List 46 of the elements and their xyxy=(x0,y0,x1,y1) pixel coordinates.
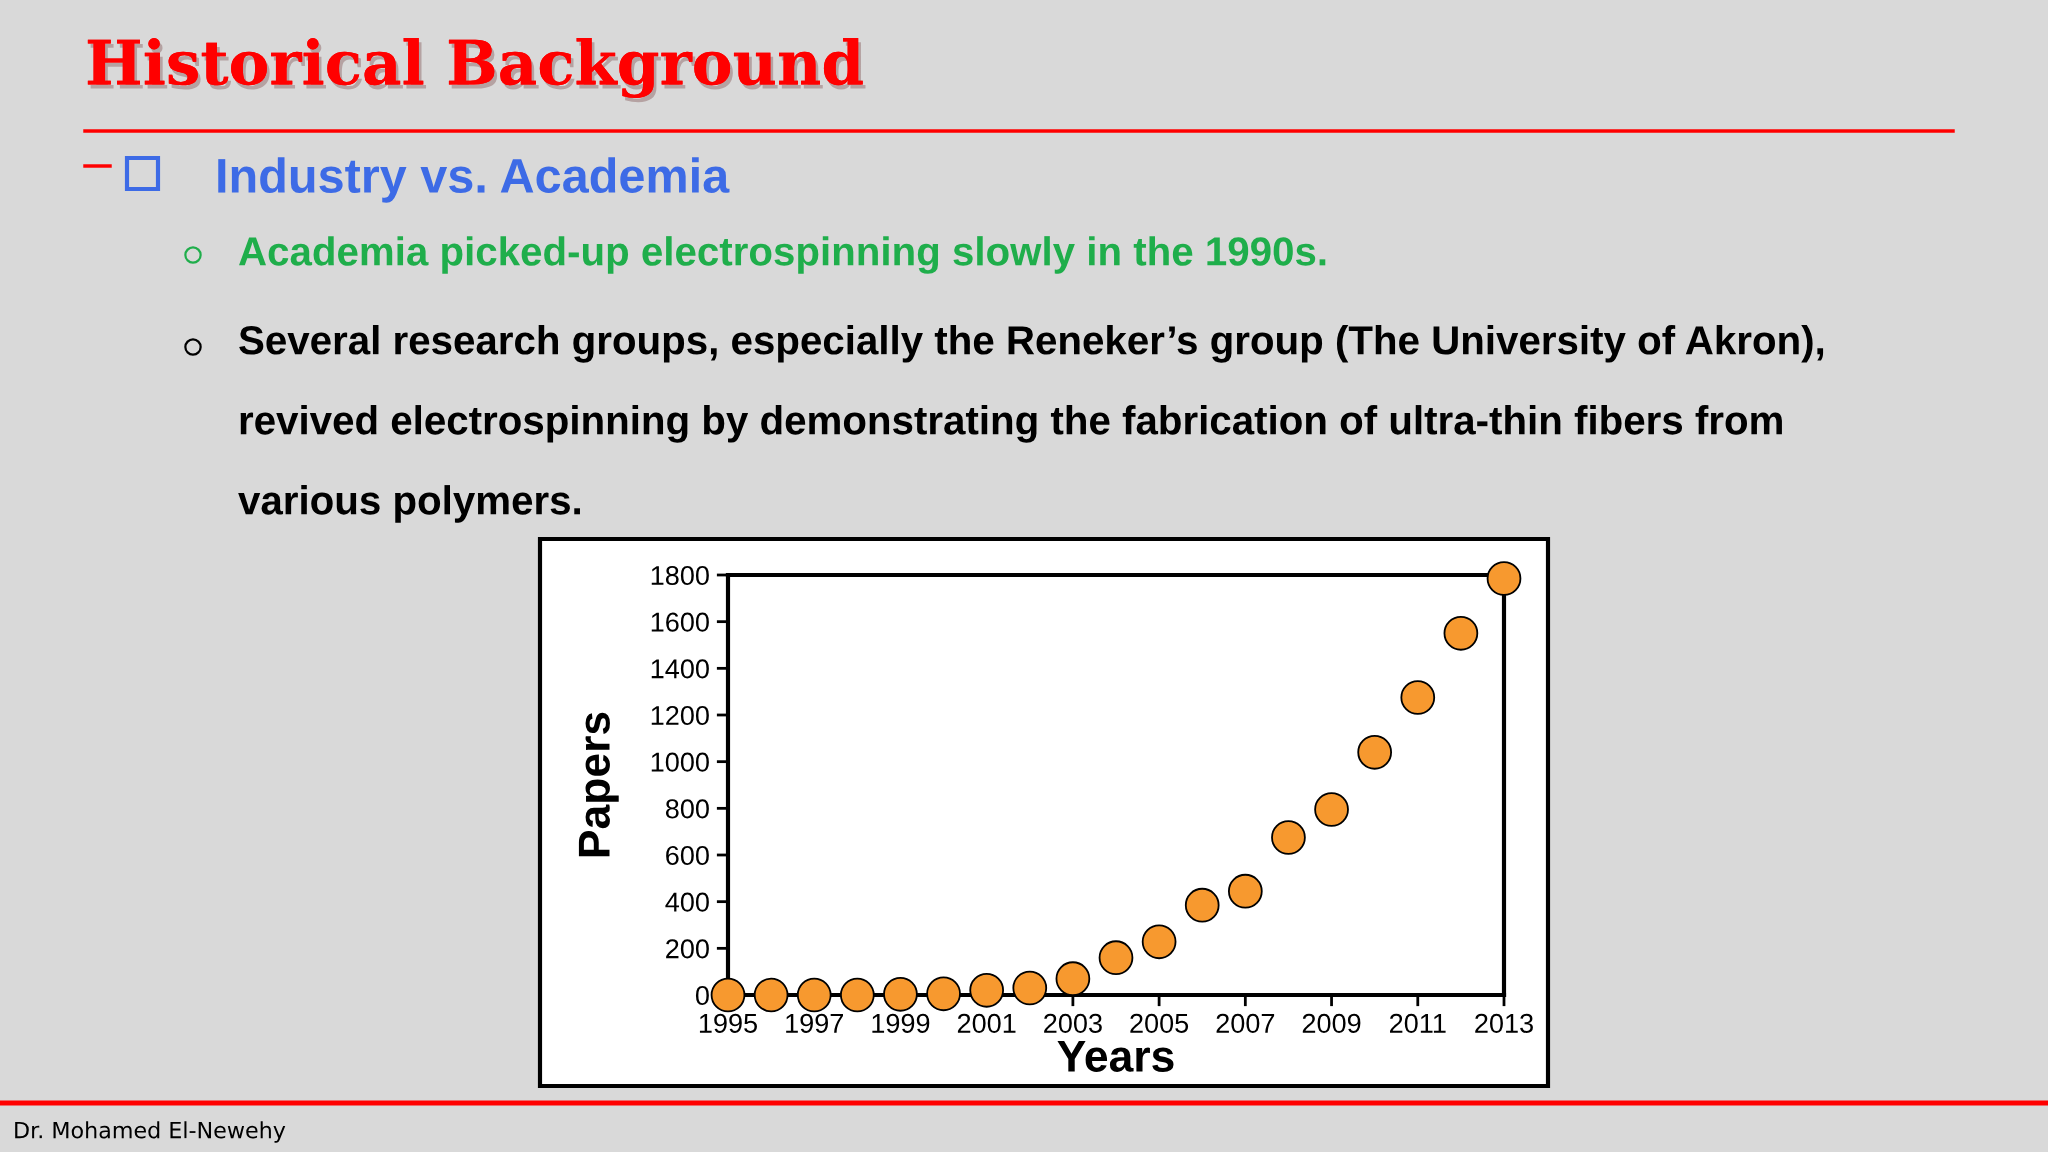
chart-subtitle: Industry vs. Academia xyxy=(218,157,730,203)
x-tick-label: 1999 xyxy=(872,1013,930,1033)
point xyxy=(839,977,875,1013)
x-tick-label: 2013 xyxy=(1475,1013,1533,1033)
y-tick-label: 1400 xyxy=(651,659,709,679)
y-tick-label: 1800 xyxy=(651,565,709,586)
y-tick-label: 0 xyxy=(695,985,709,1006)
point xyxy=(1400,680,1436,715)
point xyxy=(710,977,746,1013)
y-tick-label: 200 xyxy=(666,939,709,959)
y-tick-label: 400 xyxy=(665,892,709,912)
point xyxy=(1357,734,1393,770)
point xyxy=(1098,940,1134,976)
x-tick-label: 2005 xyxy=(1130,1013,1189,1033)
point xyxy=(1443,615,1479,651)
point xyxy=(1055,961,1091,997)
y-axis-title: Papers xyxy=(578,712,619,857)
x-tick-label: 1997 xyxy=(786,1013,843,1033)
x-tick-label: 2011 xyxy=(1390,1013,1446,1033)
text: Academia picked-up electrospinning slowly in the 1990s. xyxy=(239,236,1326,274)
x-tick-label: 1995 xyxy=(699,1013,757,1033)
x-tick-label: 2009 xyxy=(1302,1013,1361,1033)
point xyxy=(969,972,1005,1008)
point xyxy=(1271,820,1306,855)
point xyxy=(1314,792,1349,827)
y-tick-label: 600 xyxy=(666,845,709,866)
point xyxy=(1141,924,1177,960)
text: Several research groups, especially the Reneker’s group (The University of Akron), revived electrospinning by demonstrating the fabrication of ultra-thin fibers from various polymers. xyxy=(238,325,1824,523)
point xyxy=(1486,561,1522,596)
point xyxy=(1184,887,1220,923)
point xyxy=(1012,970,1048,1006)
x-tick-label: 2007 xyxy=(1216,1013,1275,1033)
y-tick-label: 1200 xyxy=(651,705,709,726)
point xyxy=(796,977,832,1013)
chart-title: Historical Background xyxy=(87,37,866,103)
y-tick-label: 1600 xyxy=(651,612,709,632)
x-tick-label: 2001 xyxy=(957,1013,1016,1033)
y-tick-label: 800 xyxy=(665,799,709,819)
point xyxy=(883,976,918,1012)
y-tick-label: 1000 xyxy=(651,752,709,772)
x-axis-title: Years xyxy=(1057,1040,1174,1072)
point xyxy=(753,977,789,1013)
x-tick-label: 2003 xyxy=(1044,1013,1102,1033)
text: Dr. Mohamed El-Newehy xyxy=(15,1121,286,1143)
point xyxy=(1227,873,1263,909)
point xyxy=(926,976,961,1012)
